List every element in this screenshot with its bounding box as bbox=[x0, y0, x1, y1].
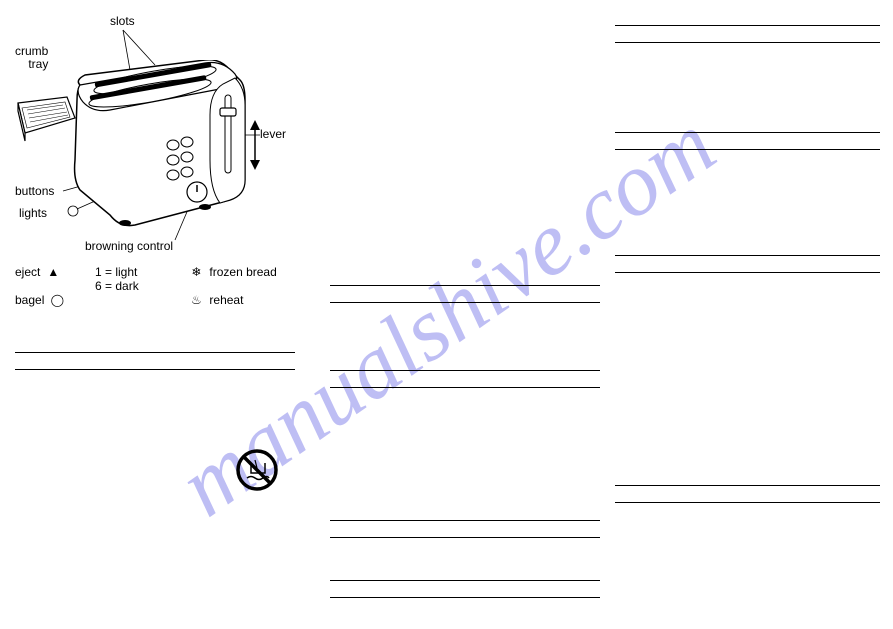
toaster-diagram: slots crumb tray lever buttons lights br… bbox=[15, 15, 295, 245]
col1-section-1 bbox=[15, 352, 295, 370]
bagel-label: bagel bbox=[15, 293, 44, 307]
no-immerse-icon bbox=[235, 448, 280, 493]
page: slots crumb tray lever buttons lights br… bbox=[0, 0, 893, 629]
col3-section-3 bbox=[615, 255, 880, 273]
col3-section-4 bbox=[615, 485, 880, 503]
legend-frozen: ❄ frozen bread bbox=[189, 265, 295, 279]
browning-light-label: 1 = light bbox=[95, 265, 181, 279]
toaster-icon bbox=[65, 60, 255, 240]
legend-bagel: bagel ◯ bbox=[15, 293, 87, 307]
col2-section-3 bbox=[330, 520, 600, 538]
lever-arrow-icon bbox=[245, 120, 265, 170]
col2-section-2 bbox=[330, 370, 600, 388]
frozen-label: frozen bread bbox=[209, 265, 276, 279]
eject-icon: ▲ bbox=[46, 265, 60, 279]
col3-section-2 bbox=[615, 132, 880, 150]
col2-section-1 bbox=[330, 285, 600, 303]
snowflake-icon: ❄ bbox=[189, 265, 203, 279]
reheat-icon: ♨ bbox=[189, 293, 203, 307]
reheat-label: reheat bbox=[209, 293, 243, 307]
control-legend: eject ▲ bagel ◯ 1 = light 6 = dark ❄ fro bbox=[15, 265, 295, 307]
legend-reheat: ♨ reheat bbox=[189, 293, 295, 307]
column-1: slots crumb tray lever buttons lights br… bbox=[15, 15, 295, 370]
col3-section-1 bbox=[615, 25, 880, 43]
legend-eject: eject ▲ bbox=[15, 265, 87, 279]
browning-dark-label: 6 = dark bbox=[95, 279, 181, 293]
col2-section-4 bbox=[330, 580, 600, 598]
eject-label: eject bbox=[15, 265, 40, 279]
bagel-icon: ◯ bbox=[50, 293, 64, 307]
